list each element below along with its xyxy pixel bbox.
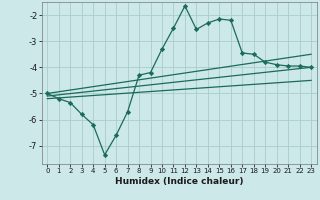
X-axis label: Humidex (Indice chaleur): Humidex (Indice chaleur) <box>115 177 244 186</box>
